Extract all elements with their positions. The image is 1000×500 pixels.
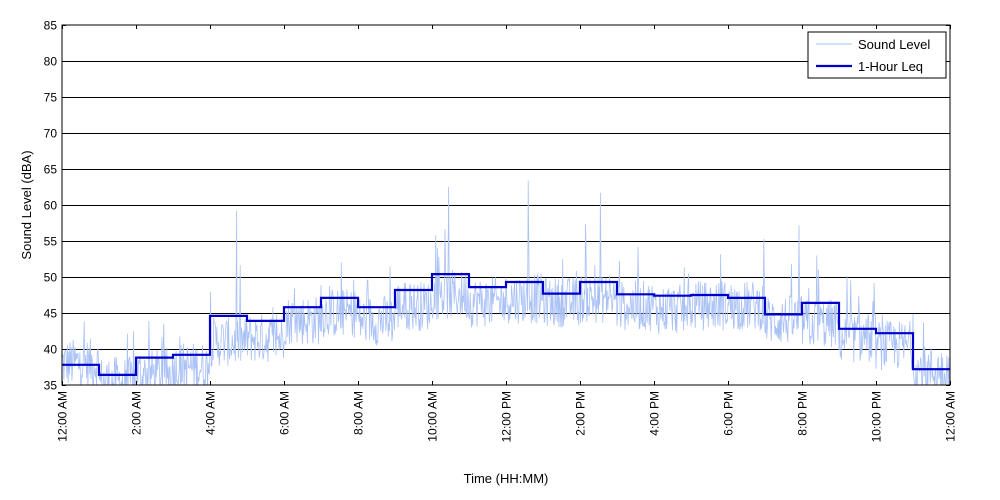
x-tick-label: 12:00 PM — [500, 391, 514, 442]
y-axis: 35 40 45 50 55 60 65 70 75 80 85 — [44, 19, 950, 393]
x-tick-label: 6:00 PM — [722, 391, 736, 436]
y-tick-label: 75 — [44, 91, 58, 105]
x-tick-label: 12:00 AM — [56, 391, 70, 442]
x-tick-label: 4:00 PM — [648, 391, 662, 436]
x-tick-label: 8:00 PM — [796, 391, 810, 436]
legend: Sound Level 1-Hour Leq — [807, 31, 947, 79]
series-1-hour-leq-line — [62, 273, 950, 376]
x-tick-label: 10:00 PM — [870, 391, 884, 442]
x-tick-label: 12:00 AM — [944, 391, 958, 442]
x-tick-label: 4:00 AM — [204, 391, 218, 435]
y-axis-title: Sound Level (dBA) — [19, 150, 34, 259]
y-tick-label: 85 — [44, 19, 58, 33]
x-tick-label: 2:00 PM — [574, 391, 588, 436]
x-tick-label: 2:00 AM — [130, 391, 144, 435]
y-tick-label: 35 — [44, 379, 58, 393]
legend-label-sound-level: Sound Level — [858, 37, 930, 52]
y-tick-label: 40 — [44, 343, 58, 357]
legend-label-1-hour-leq: 1-Hour Leq — [858, 59, 923, 74]
y-tick-label: 50 — [44, 271, 58, 285]
x-tick-label: 10:00 AM — [426, 391, 440, 442]
legend-box — [807, 31, 947, 79]
y-tick-label: 55 — [44, 235, 58, 249]
y-tick-label: 65 — [44, 163, 58, 177]
y-tick-label: 45 — [44, 307, 58, 321]
x-tick-label: 8:00 AM — [352, 391, 366, 435]
series-layer — [62, 180, 950, 385]
y-tick-label: 80 — [44, 55, 58, 69]
x-tick-label: 6:00 AM — [278, 391, 292, 435]
x-axis: 12:00 AM 2:00 AM 4:00 AM 6:00 AM 8:00 AM 10:0… — [56, 25, 958, 442]
y-tick-label: 60 — [44, 199, 58, 213]
x-axis-title: Time (HH:MM) — [464, 471, 549, 486]
y-tick-label: 70 — [44, 127, 58, 141]
